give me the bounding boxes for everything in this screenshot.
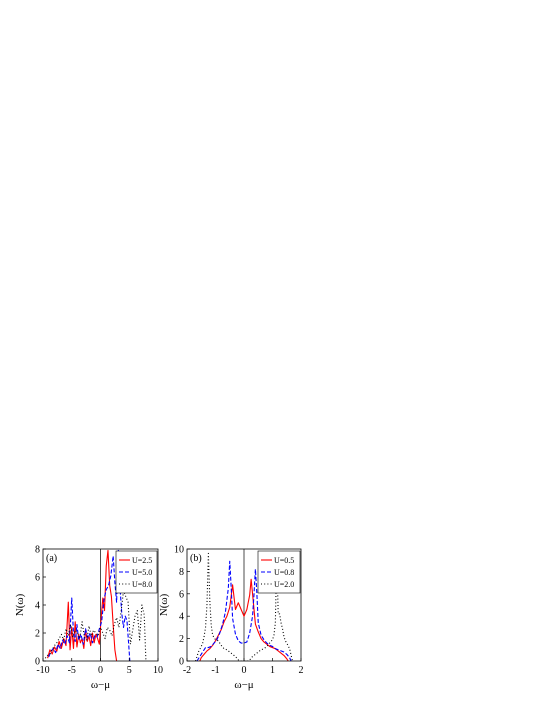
x-tick-label: -5 (68, 665, 76, 676)
panel-label: (b) (190, 553, 202, 564)
y-tick-label: 4 (179, 612, 184, 623)
legend: U=0.5 U=0.8 U=2.0 (257, 550, 301, 594)
x-tick-label: 2 (299, 665, 304, 676)
y-tick-label: 8 (179, 567, 184, 578)
series-line-u-8-0 (44, 590, 147, 661)
x-tick-label: 1 (270, 665, 275, 676)
series-line-u-2-0 (195, 552, 293, 661)
series-line-u-2-5 (47, 549, 118, 661)
series-line-u-0-8 (196, 560, 292, 661)
y-tick-label: 0 (35, 657, 40, 668)
y-tick-label: 10 (174, 545, 184, 556)
x-tick-label: -2 (183, 665, 191, 676)
legend-entry: U=8.0 (132, 580, 152, 589)
y-axis-label: N(ω) (14, 593, 26, 616)
y-axis-label: N(ω) (158, 593, 170, 616)
y-tick-label: 6 (35, 573, 40, 584)
panel-b: -2 -1 0 1 2 0 2 4 6 8 10 ω−μ N(ω) (b) U=0.5 U=0.8 U=2.0 (158, 545, 304, 692)
y-tick-label: 2 (35, 629, 40, 640)
legend-entry: U=0.5 (274, 556, 294, 565)
y-tick-label: 0 (179, 657, 184, 668)
x-tick-label: 0 (98, 665, 103, 676)
y-tick-label: 6 (179, 589, 184, 600)
legend-entry: U=5.0 (132, 568, 152, 577)
y-tick-label: 4 (35, 601, 40, 612)
panel-a: -10 -5 0 5 10 0 2 4 6 8 ω−μ N(ω) (a) U=2.5 U=5.0 U=8.0 (14, 545, 163, 692)
plot-area (195, 552, 293, 661)
x-tick-label: 0 (242, 665, 247, 676)
x-tick-label: 5 (127, 665, 132, 676)
legend-entry: U=0.8 (274, 568, 294, 577)
y-tick-label: 8 (35, 545, 40, 556)
x-tick-label: -1 (211, 665, 219, 676)
x-tick-label: -10 (36, 665, 49, 676)
x-tick-label: 10 (153, 665, 163, 676)
legend: U=2.5 U=5.0 U=8.0 (115, 550, 158, 594)
x-axis-label: ω−μ (234, 679, 253, 691)
panel-label: (a) (46, 553, 57, 564)
legend-entry: U=2.5 (132, 556, 152, 565)
legend-entry: U=2.0 (274, 580, 294, 589)
y-tick-label: 2 (179, 634, 184, 645)
x-axis-label: ω−μ (91, 679, 110, 691)
